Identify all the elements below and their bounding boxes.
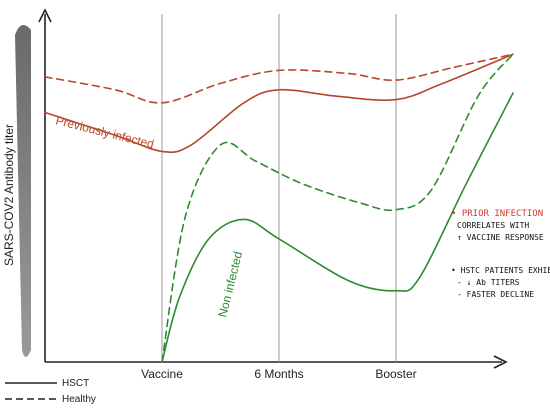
annotation-correlates: CORRELATES WITH [457, 221, 529, 230]
annotation-vaccine-response: ↑ VACCINE RESPONSE [457, 233, 544, 242]
titer-gradient-wedge [15, 25, 31, 357]
x-tick-vaccine: Vaccine [141, 367, 183, 381]
legend-label-healthy: Healthy [62, 394, 96, 405]
series-line-series-3-healthy [161, 53, 514, 363]
series-label-non-infected: Non infected [215, 250, 245, 319]
series-line-previously-infected-hsct [44, 53, 514, 153]
legend-label-hsct: HSCT [62, 378, 89, 389]
x-tick-booster: Booster [375, 367, 416, 381]
x-axis-arrowhead [493, 355, 508, 369]
annotation-hstc-patients: • HSTC PATIENTS EXHIBIT [451, 266, 550, 275]
annotation-ab-titers: - ↓ Ab TITERS [457, 278, 520, 287]
timepoint-reference-lines [161, 14, 397, 362]
x-tick-labels: Vaccine 6 Months Booster [141, 367, 417, 381]
series-line-non-infected-hsct [161, 92, 514, 363]
series-line-series-1-healthy [44, 53, 514, 104]
annotation-prior-infection: • PRIOR INFECTION [451, 209, 543, 219]
x-tick-6-months: 6 Months [254, 367, 303, 381]
y-axis-arrowhead [38, 8, 52, 23]
series-layer [44, 53, 514, 363]
annotation-faster-decline: - FASTER DECLINE [457, 290, 534, 299]
annotation-notes: • PRIOR INFECTION CORRELATES WITH ↑ VACC… [451, 209, 550, 299]
legend: HSCT Healthy [5, 378, 96, 405]
series-label-previously-infected: Previously infected [54, 113, 155, 151]
y-axis-label: SARS-COV2 Antibody titer [2, 124, 16, 266]
